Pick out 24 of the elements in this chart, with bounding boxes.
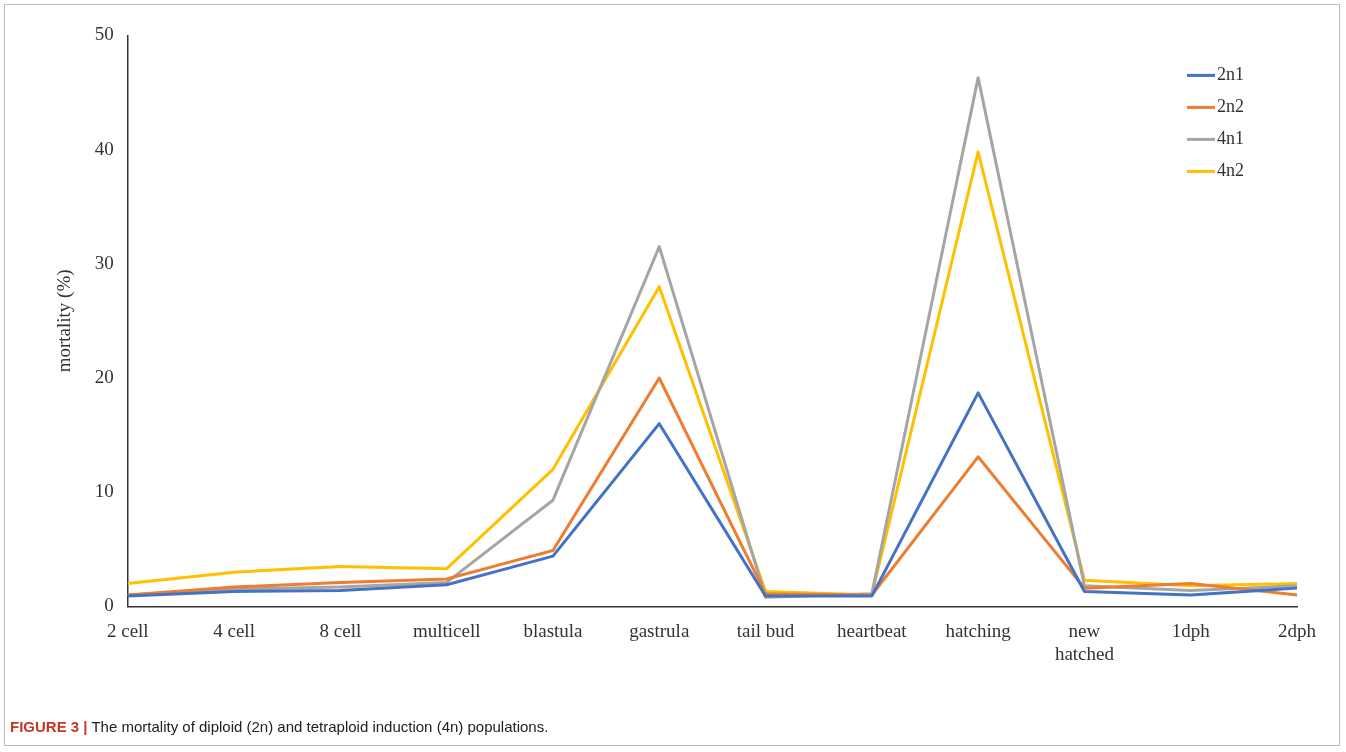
- x-tick-label: blastula: [523, 619, 584, 641]
- legend-label: 4n1: [1217, 128, 1244, 149]
- x-tick-label: new hatched: [1054, 619, 1115, 664]
- y-tick-label: 50: [94, 23, 114, 45]
- y-tick-label: 20: [94, 365, 114, 387]
- x-tick-label: tail bud: [736, 619, 795, 641]
- x-tick-label: hatching: [945, 619, 1012, 641]
- x-tick-label: heartbeat: [837, 619, 908, 641]
- x-tick-label: multicell: [412, 619, 481, 641]
- y-tick-label: 40: [94, 137, 114, 159]
- x-tick-label: 8 cell: [319, 619, 362, 641]
- y-tick-label: 30: [94, 251, 114, 273]
- x-tick-label: 2dph: [1278, 619, 1317, 641]
- y-tick-label: 10: [94, 480, 114, 502]
- legend-label: 4n2: [1217, 160, 1244, 181]
- y-axis-title: mortality (%): [53, 269, 76, 373]
- caption: FIGURE 3 | The mortality of diploid (2n) and tetraploid induction (4n) populations.: [10, 718, 549, 735]
- x-tick-label: 4 cell: [213, 619, 255, 641]
- legend-label: 2n1: [1217, 64, 1244, 85]
- x-tick-label: 1dph: [1171, 619, 1211, 641]
- x-tick-label: 2 cell: [106, 619, 149, 641]
- x-tick-label: gastrula: [629, 619, 690, 641]
- legend-label: 2n2: [1217, 96, 1244, 117]
- y-tick-label: 0: [104, 594, 114, 616]
